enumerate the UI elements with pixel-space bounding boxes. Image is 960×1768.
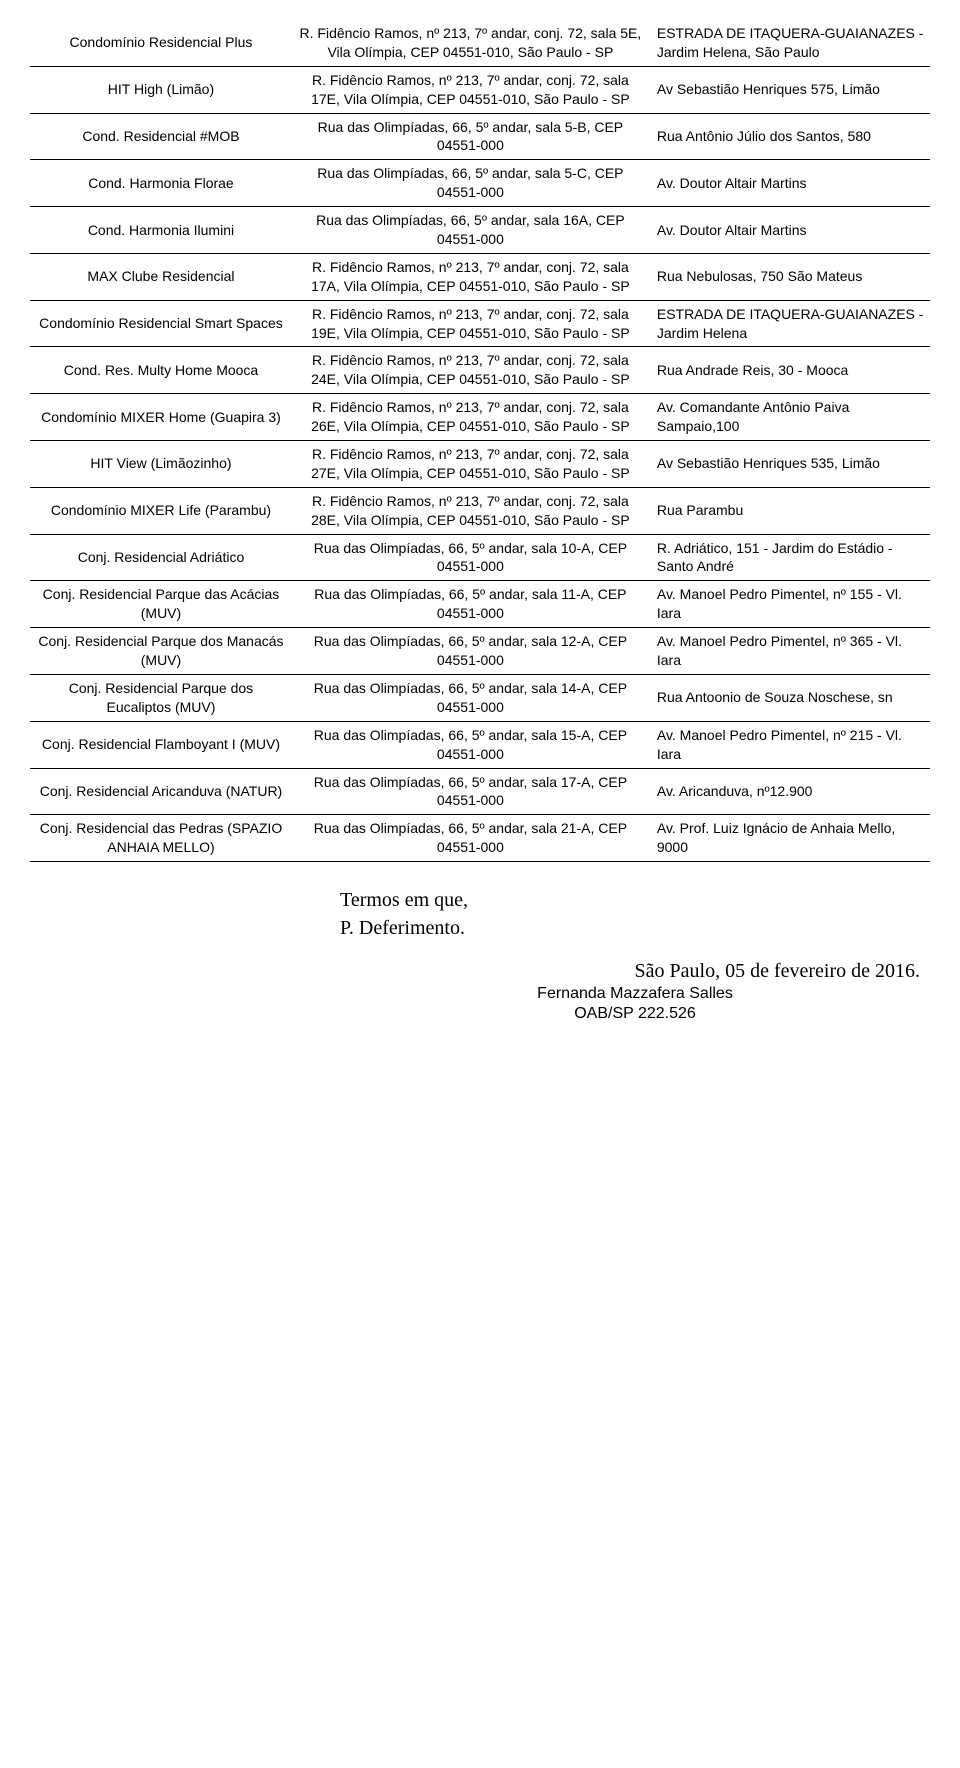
document-date: São Paulo, 05 de fevereiro de 2016.: [340, 960, 920, 983]
cell-address: R. Fidêncio Ramos, nº 213, 7º andar, con…: [292, 347, 649, 394]
cell-address: R. Fidêncio Ramos, nº 213, 7º andar, con…: [292, 394, 649, 441]
cell-name: Conj. Residencial das Pedras (SPAZIO ANH…: [30, 815, 292, 862]
table-row: Cond. Harmonia FloraeRua das Olimpíadas,…: [30, 160, 930, 207]
table-row: Cond. Res. Multy Home MoocaR. Fidêncio R…: [30, 347, 930, 394]
signature-name: Fernanda Mazzafera Salles: [340, 985, 930, 1003]
table-row: Conj. Residencial Aricanduva (NATUR)Rua …: [30, 768, 930, 815]
cell-location: Av. Manoel Pedro Pimentel, nº 155 - Vl. …: [649, 581, 930, 628]
cell-location: Rua Antônio Júlio dos Santos, 580: [649, 113, 930, 160]
cell-name: Cond. Harmonia Ilumini: [30, 207, 292, 254]
table-row: Condomínio Residencial Smart SpacesR. Fi…: [30, 300, 930, 347]
cell-address: Rua das Olimpíadas, 66, 5º andar, sala 5…: [292, 160, 649, 207]
cell-address: R. Fidêncio Ramos, nº 213, 7º andar, con…: [292, 66, 649, 113]
cell-name: Condomínio Residencial Plus: [30, 20, 292, 66]
cell-name: MAX Clube Residencial: [30, 253, 292, 300]
cell-name: HIT View (Limãozinho): [30, 441, 292, 488]
cell-name: Condomínio MIXER Home (Guapira 3): [30, 394, 292, 441]
address-table: Condomínio Residencial PlusR. Fidêncio R…: [30, 20, 930, 862]
cell-location: R. Adriático, 151 - Jardim do Estádio - …: [649, 534, 930, 581]
table-row: Condomínio MIXER Home (Guapira 3)R. Fidê…: [30, 394, 930, 441]
document-footer: Termos em que, P. Deferimento. São Paulo…: [340, 886, 930, 1023]
cell-address: R. Fidêncio Ramos, nº 213, 7º andar, con…: [292, 300, 649, 347]
cell-name: Cond. Harmonia Florae: [30, 160, 292, 207]
cell-address: Rua das Olimpíadas, 66, 5º andar, sala 1…: [292, 628, 649, 675]
cell-address: Rua das Olimpíadas, 66, 5º andar, sala 1…: [292, 534, 649, 581]
signature-oab: OAB/SP 222.526: [340, 1005, 930, 1023]
cell-address: Rua das Olimpíadas, 66, 5º andar, sala 1…: [292, 207, 649, 254]
table-row: Condomínio Residencial PlusR. Fidêncio R…: [30, 20, 930, 66]
cell-name: Conj. Residencial Aricanduva (NATUR): [30, 768, 292, 815]
table-row: Conj. Residencial Parque dos Manacás (MU…: [30, 628, 930, 675]
cell-address: Rua das Olimpíadas, 66, 5º andar, sala 1…: [292, 674, 649, 721]
table-row: Condomínio MIXER Life (Parambu)R. Fidênc…: [30, 487, 930, 534]
cell-location: Av. Doutor Altair Martins: [649, 207, 930, 254]
table-row: Conj. Residencial Flamboyant I (MUV)Rua …: [30, 721, 930, 768]
cell-location: Rua Parambu: [649, 487, 930, 534]
cell-name: Cond. Res. Multy Home Mooca: [30, 347, 292, 394]
table-row: Conj. Residencial AdriáticoRua das Olimp…: [30, 534, 930, 581]
cell-location: Rua Antoonio de Souza Noschese, sn: [649, 674, 930, 721]
table-row: Conj. Residencial Parque das Acácias (MU…: [30, 581, 930, 628]
cell-name: Conj. Residencial Flamboyant I (MUV): [30, 721, 292, 768]
closing-line-2: P. Deferimento.: [340, 914, 930, 942]
closing-line-1: Termos em que,: [340, 886, 930, 914]
cell-location: Av. Prof. Luiz Ignácio de Anhaia Mello, …: [649, 815, 930, 862]
cell-location: ESTRADA DE ITAQUERA-GUAIANAZES - Jardim …: [649, 300, 930, 347]
cell-name: Conj. Residencial Parque dos Manacás (MU…: [30, 628, 292, 675]
table-row: HIT High (Limão)R. Fidêncio Ramos, nº 21…: [30, 66, 930, 113]
table-row: HIT View (Limãozinho)R. Fidêncio Ramos, …: [30, 441, 930, 488]
cell-location: Av. Doutor Altair Martins: [649, 160, 930, 207]
cell-address: R. Fidêncio Ramos, nº 213, 7º andar, con…: [292, 20, 649, 66]
cell-name: Conj. Residencial Parque dos Eucaliptos …: [30, 674, 292, 721]
cell-location: Av Sebastião Henriques 575, Limão: [649, 66, 930, 113]
cell-name: Conj. Residencial Adriático: [30, 534, 292, 581]
cell-location: Av. Aricanduva, nº12.900: [649, 768, 930, 815]
cell-location: Rua Nebulosas, 750 São Mateus: [649, 253, 930, 300]
table-row: Conj. Residencial Parque dos Eucaliptos …: [30, 674, 930, 721]
cell-location: Av. Comandante Antônio Paiva Sampaio,100: [649, 394, 930, 441]
table-row: Cond. Harmonia IluminiRua das Olimpíadas…: [30, 207, 930, 254]
cell-name: Cond. Residencial #MOB: [30, 113, 292, 160]
table-row: MAX Clube ResidencialR. Fidêncio Ramos, …: [30, 253, 930, 300]
cell-address: R. Fidêncio Ramos, nº 213, 7º andar, con…: [292, 253, 649, 300]
cell-location: ESTRADA DE ITAQUERA-GUAIANAZES - Jardim …: [649, 20, 930, 66]
table-row: Cond. Residencial #MOBRua das Olimpíadas…: [30, 113, 930, 160]
table-row: Conj. Residencial das Pedras (SPAZIO ANH…: [30, 815, 930, 862]
cell-location: Rua Andrade Reis, 30 - Mooca: [649, 347, 930, 394]
cell-name: Condomínio Residencial Smart Spaces: [30, 300, 292, 347]
cell-address: Rua das Olimpíadas, 66, 5º andar, sala 1…: [292, 581, 649, 628]
cell-address: Rua das Olimpíadas, 66, 5º andar, sala 2…: [292, 815, 649, 862]
cell-address: Rua das Olimpíadas, 66, 5º andar, sala 1…: [292, 768, 649, 815]
cell-address: R. Fidêncio Ramos, nº 213, 7º andar, con…: [292, 441, 649, 488]
cell-address: R. Fidêncio Ramos, nº 213, 7º andar, con…: [292, 487, 649, 534]
cell-address: Rua das Olimpíadas, 66, 5º andar, sala 1…: [292, 721, 649, 768]
cell-location: Av Sebastião Henriques 535, Limão: [649, 441, 930, 488]
cell-name: Conj. Residencial Parque das Acácias (MU…: [30, 581, 292, 628]
cell-location: Av. Manoel Pedro Pimentel, nº 365 - Vl. …: [649, 628, 930, 675]
cell-address: Rua das Olimpíadas, 66, 5º andar, sala 5…: [292, 113, 649, 160]
cell-location: Av. Manoel Pedro Pimentel, nº 215 - Vl. …: [649, 721, 930, 768]
cell-name: HIT High (Limão): [30, 66, 292, 113]
cell-name: Condomínio MIXER Life (Parambu): [30, 487, 292, 534]
